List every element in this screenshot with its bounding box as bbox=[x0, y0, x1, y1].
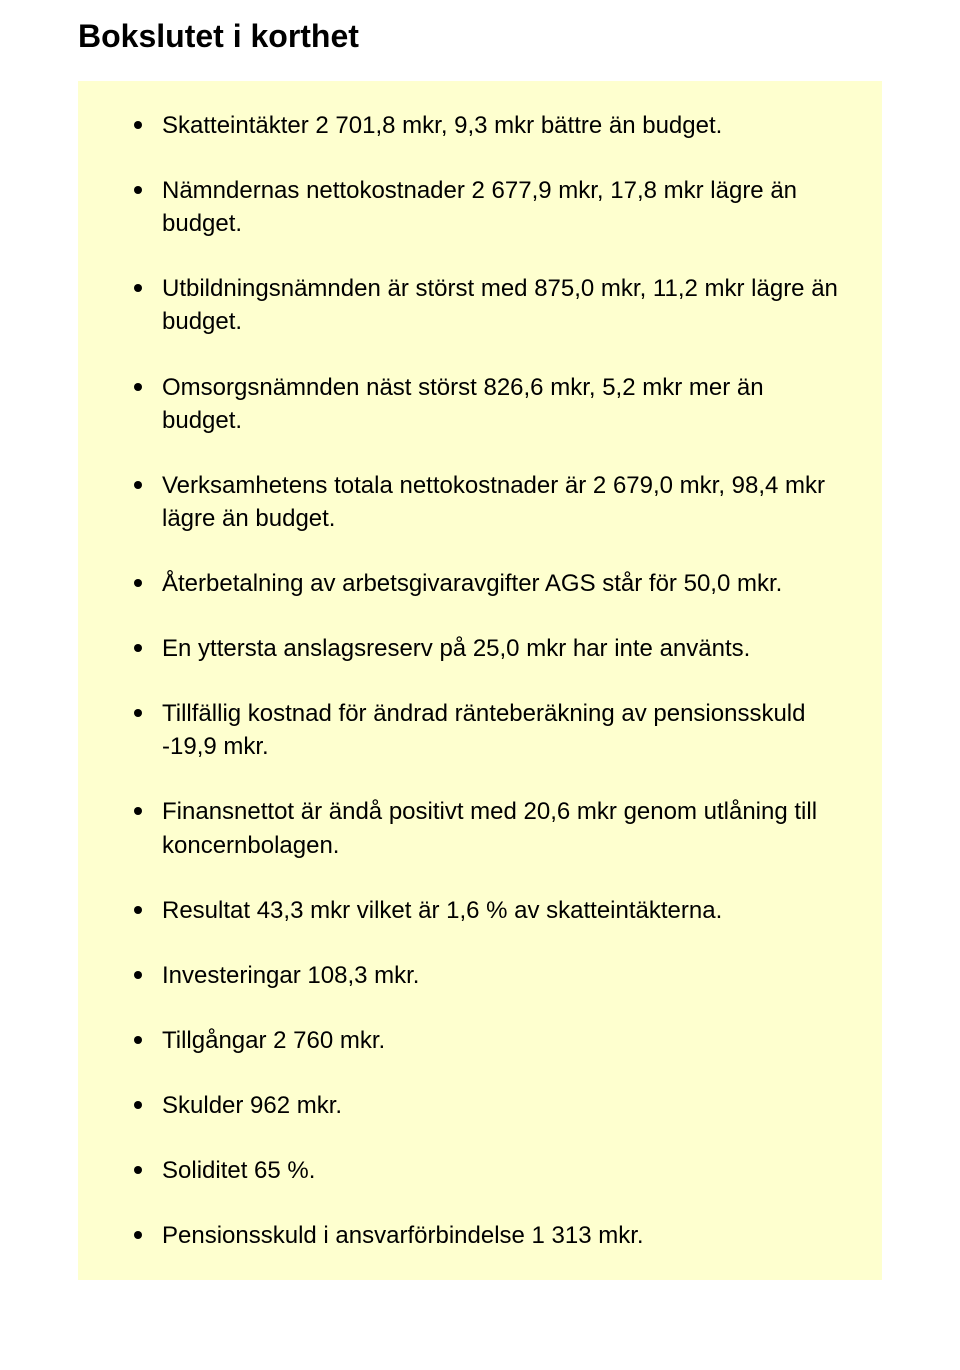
page: Bokslutet i korthet Skatteintäkter 2 701… bbox=[0, 0, 960, 1370]
list-item: En yttersta anslagsreserv på 25,0 mkr ha… bbox=[134, 632, 846, 665]
list-item: Omsorgsnämnden näst störst 826,6 mkr, 5,… bbox=[134, 371, 846, 437]
list-item: Investeringar 108,3 mkr. bbox=[134, 959, 846, 992]
list-item: Skulder 962 mkr. bbox=[134, 1089, 846, 1122]
list-item: Tillgångar 2 760 mkr. bbox=[134, 1024, 846, 1057]
list-item: Pensionsskuld i ansvarförbindelse 1 313 … bbox=[134, 1219, 846, 1252]
list-item: Skatteintäkter 2 701,8 mkr, 9,3 mkr bätt… bbox=[134, 109, 846, 142]
list-item: Tillfällig kostnad för ändrad ränteberäk… bbox=[134, 697, 846, 763]
list-item: Soliditet 65 %. bbox=[134, 1154, 846, 1187]
list-item: Verksamhetens totala nettokostnader är 2… bbox=[134, 469, 846, 535]
list-item: Nämndernas nettokostnader 2 677,9 mkr, 1… bbox=[134, 174, 846, 240]
list-item: Resultat 43,3 mkr vilket är 1,6 % av ska… bbox=[134, 894, 846, 927]
highlight-box: Skatteintäkter 2 701,8 mkr, 9,3 mkr bätt… bbox=[78, 81, 882, 1280]
page-title: Bokslutet i korthet bbox=[78, 18, 882, 55]
bullet-list: Skatteintäkter 2 701,8 mkr, 9,3 mkr bätt… bbox=[134, 109, 846, 1252]
list-item: Finansnettot är ändå positivt med 20,6 m… bbox=[134, 795, 846, 861]
list-item: Återbetalning av arbetsgivaravgifter AGS… bbox=[134, 567, 846, 600]
list-item: Utbildningsnämnden är störst med 875,0 m… bbox=[134, 272, 846, 338]
